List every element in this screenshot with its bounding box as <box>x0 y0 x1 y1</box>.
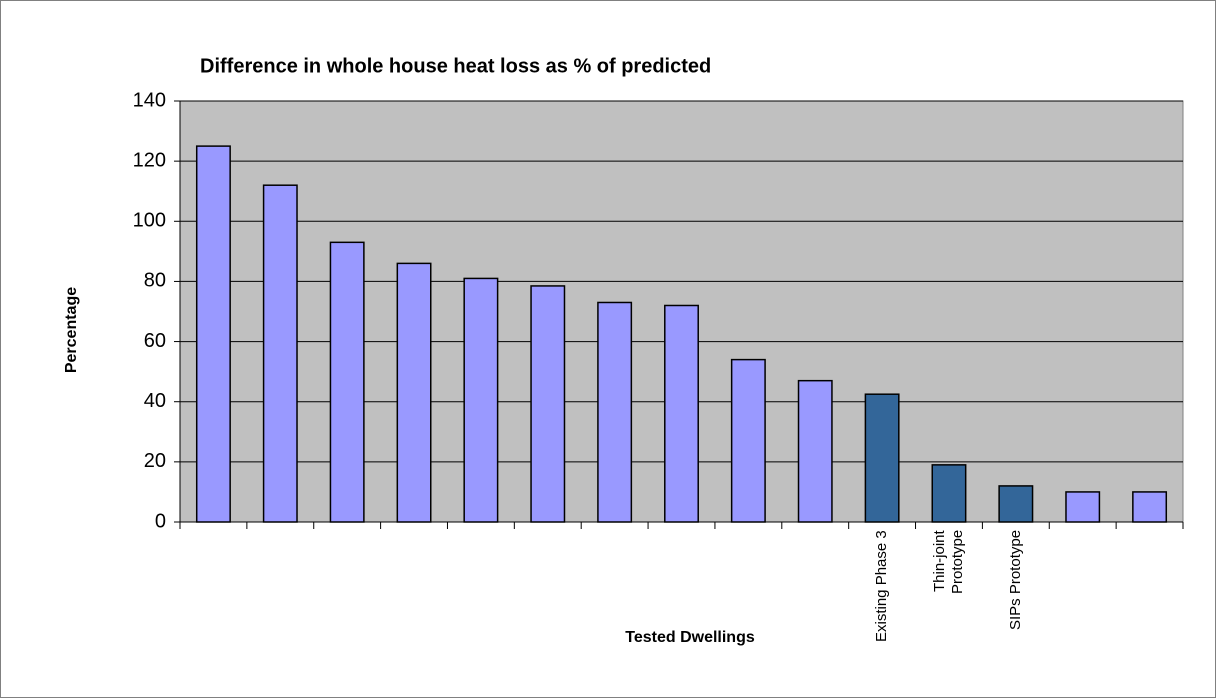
bar <box>998 485 1034 523</box>
y-tick-label: 0 <box>155 510 166 532</box>
bar <box>262 184 298 523</box>
bar <box>664 304 699 523</box>
x-tick-label: Thin-joint Prototype <box>930 530 966 595</box>
x-axis-label: Tested Dwellings <box>625 629 755 646</box>
bar <box>864 393 900 523</box>
y-axis-label: Percentage <box>63 287 80 373</box>
y-tick-label: 120 <box>133 149 166 171</box>
x-tick-label: SIPs Prototype <box>1006 530 1024 631</box>
bar <box>730 358 766 523</box>
bar <box>597 301 633 523</box>
bar <box>530 285 566 523</box>
x-tick-label: Existing Phase 3 <box>873 530 891 642</box>
y-tick-label: 140 <box>133 89 166 111</box>
y-tick-label: 20 <box>144 450 166 472</box>
bar <box>1132 491 1168 523</box>
bar <box>1065 491 1101 523</box>
y-tick-label: 80 <box>144 270 166 292</box>
chart-title: Difference in whole house heat loss as %… <box>200 55 711 77</box>
bar <box>195 145 231 523</box>
bar <box>931 464 967 523</box>
bar <box>797 379 833 523</box>
y-tick-label: 60 <box>144 330 166 352</box>
y-tick-label: 40 <box>144 390 166 412</box>
bar <box>463 277 499 523</box>
y-tick-label: 100 <box>133 210 166 232</box>
bar <box>396 262 432 523</box>
bar <box>329 241 365 523</box>
